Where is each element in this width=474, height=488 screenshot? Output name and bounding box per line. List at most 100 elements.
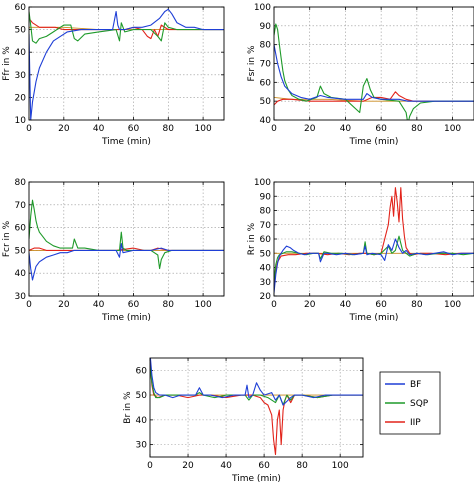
y-tick-label: 60: [15, 3, 27, 13]
y-tick-label: 100: [254, 178, 271, 188]
plot-frame: [28, 181, 225, 297]
chart-panel-ffr: 0 20 40 60 80 100 10 20 30 40 50 60 Time (min) Ffr in…: [2, 3, 225, 147]
chart-panel-fcr: 0 20 40 60 80 100 30 40 50 60 70 80 Time (min) Fcr in…: [2, 178, 225, 323]
y-axis-label: Br in %: [123, 391, 133, 424]
gridlines: [29, 7, 224, 120]
plot-frame: [149, 357, 364, 458]
series-line-sqp: [29, 199, 224, 270]
plot-area: [150, 358, 363, 457]
y-tick-label: 30: [15, 71, 27, 81]
x-axis-label: Time (min): [231, 474, 281, 484]
y-axis-label: Rr in %: [247, 222, 257, 255]
series-line-bf: [29, 8, 224, 120]
y-tick-label: 10: [15, 116, 27, 126]
x-tick-label: 0: [271, 300, 277, 310]
series-line-sqp: [29, 11, 224, 44]
y-axis-label: Ffr in %: [2, 46, 12, 81]
x-tick-label: 40: [93, 300, 105, 310]
x-tick-label: 40: [340, 124, 352, 134]
y-tick-label: 70: [260, 60, 272, 70]
y-tick-label: 40: [260, 264, 272, 274]
legend-label-sqp: SQP: [410, 399, 429, 409]
x-tick-label: 60: [128, 124, 140, 134]
y-tick-label: 30: [15, 292, 27, 302]
y-tick-label: 30: [260, 278, 272, 288]
gridlines: [274, 182, 474, 296]
x-tick-label: 80: [296, 461, 308, 471]
gridlines: [150, 358, 363, 457]
y-tick-label: 30: [136, 441, 148, 451]
y-tick-label: 50: [260, 249, 272, 259]
y-tick-label: 90: [260, 22, 272, 32]
y-tick-label: 60: [136, 366, 148, 376]
plot-area: [274, 7, 474, 120]
x-axis-label: Time (min): [349, 137, 399, 147]
plot-area: [29, 7, 224, 120]
x-tick-label: 0: [26, 300, 32, 310]
x-tick-label: 40: [220, 461, 232, 471]
y-tick-label: 40: [260, 116, 272, 126]
x-tick-label: 20: [58, 300, 70, 310]
legend: BF SQP IIP: [379, 371, 441, 435]
plot-frame: [273, 6, 474, 121]
y-tick-label: 50: [136, 391, 148, 401]
series-line-bf: [274, 238, 474, 294]
x-tick-label: 20: [58, 124, 70, 134]
gridlines: [274, 7, 474, 120]
x-tick-label: 40: [340, 300, 352, 310]
x-tick-label: 80: [411, 300, 423, 310]
legend-box: [379, 371, 441, 435]
y-tick-label: 50: [15, 246, 27, 256]
x-tick-label: 80: [163, 124, 175, 134]
y-tick-label: 80: [260, 41, 272, 51]
x-tick-label: 0: [26, 124, 32, 134]
x-tick-label: 100: [332, 461, 349, 471]
y-tick-label: 20: [15, 93, 27, 103]
x-axis-label: Time (min): [101, 313, 151, 323]
y-tick-label: 80: [15, 178, 27, 188]
y-tick-label: 60: [260, 78, 272, 88]
y-tick-label: 70: [15, 201, 27, 211]
y-tick-label: 80: [260, 207, 272, 217]
x-tick-label: 20: [304, 300, 316, 310]
x-tick-label: 80: [411, 124, 423, 134]
series-line-bf: [274, 44, 474, 102]
x-tick-label: 20: [182, 461, 194, 471]
x-tick-label: 100: [195, 124, 212, 134]
x-tick-label: 80: [163, 300, 175, 310]
y-tick-label: 70: [260, 221, 272, 231]
legend-label-bf: BF: [410, 380, 421, 390]
x-tick-label: 100: [444, 300, 461, 310]
y-tick-label: 50: [260, 97, 272, 107]
plot-area: [29, 182, 224, 296]
y-tick-label: 50: [15, 26, 27, 36]
x-axis-label: Time (min): [101, 137, 151, 147]
series-line-bf: [29, 243, 224, 281]
x-tick-label: 0: [147, 461, 153, 471]
chart-panel-br: 0 20 40 60 80 100 30 40 50 60 Time (min) Br in %: [123, 357, 364, 484]
y-tick-label: 60: [15, 224, 27, 234]
plot-frame: [28, 6, 225, 121]
x-tick-label: 60: [375, 300, 387, 310]
gridlines: [29, 182, 224, 296]
x-tick-label: 0: [271, 124, 277, 134]
y-tick-label: 40: [15, 269, 27, 279]
plot-area: [274, 182, 474, 296]
x-tick-label: 60: [128, 300, 140, 310]
y-tick-label: 20: [260, 292, 272, 302]
plot-frame: [273, 181, 474, 297]
x-tick-label: 100: [444, 124, 461, 134]
y-tick-label: 40: [15, 48, 27, 58]
chart-panel-fsr: 0 20 40 60 80 100 40 50 60 70 80 90 100 Time (min) Fsr…: [247, 3, 474, 147]
x-axis-label: Time (min): [349, 313, 399, 323]
y-axis-label: Fcr in %: [2, 220, 12, 257]
x-tick-label: 100: [195, 300, 212, 310]
y-axis-label: Fsr in %: [247, 45, 257, 81]
x-tick-label: 40: [93, 124, 105, 134]
y-tick-label: 90: [260, 192, 272, 202]
x-tick-label: 20: [304, 124, 316, 134]
y-tick-label: 40: [136, 416, 148, 426]
y-tick-label: 100: [254, 3, 271, 13]
